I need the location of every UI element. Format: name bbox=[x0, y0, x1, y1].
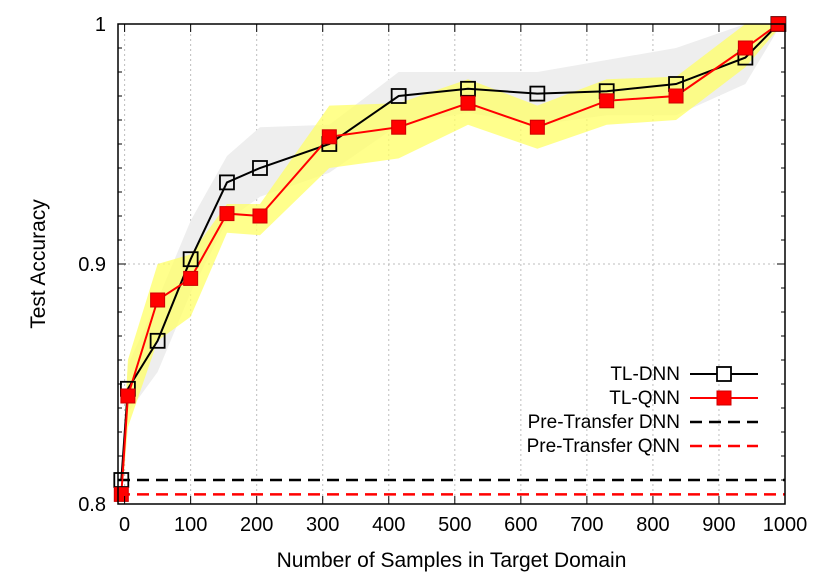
tick-labels: 0 100 200 300 400 500 600 700 800 900 1000 0.8 0.9 1 bbox=[78, 14, 807, 536]
point-tl-qnn bbox=[252, 208, 268, 224]
y-tick-label: 1 bbox=[95, 14, 106, 36]
y-tick-label: 0.8 bbox=[78, 494, 106, 516]
point-tl-qnn bbox=[737, 40, 753, 56]
legend-marker bbox=[716, 390, 732, 406]
point-tl-dnn bbox=[219, 174, 235, 191]
x-tick-label: 400 bbox=[372, 514, 405, 536]
axis-ticks bbox=[118, 23, 786, 505]
legend: TL-DNN TL-QNN Pre-Transfer DNN Pre-Transfer… bbox=[527, 364, 758, 457]
point-tl-qnn bbox=[391, 119, 407, 135]
point-tl-dnn bbox=[252, 160, 268, 176]
x-tick-label: 0 bbox=[119, 514, 130, 536]
point-tl-qnn bbox=[529, 119, 545, 135]
y-axis-label: Test Accuracy bbox=[27, 199, 50, 329]
legend-label: Pre-Transfer DNN bbox=[528, 412, 680, 433]
point-tl-qnn bbox=[460, 95, 476, 111]
point-tl-dnn bbox=[149, 332, 166, 349]
band-tl-qnn bbox=[121, 24, 779, 504]
point-tl-qnn bbox=[668, 88, 684, 104]
x-tick-label: 800 bbox=[636, 514, 669, 536]
point-tl-qnn bbox=[113, 486, 129, 502]
legend-label: TL-QNN bbox=[609, 388, 680, 409]
point-tl-qnn bbox=[183, 270, 199, 286]
x-tick-label: 600 bbox=[504, 514, 537, 536]
x-tick-label: 1000 bbox=[763, 514, 808, 536]
point-tl-dnn bbox=[182, 251, 199, 268]
confidence-bands bbox=[121, 24, 779, 504]
point-tl-qnn bbox=[150, 292, 166, 308]
reference-lines bbox=[118, 478, 785, 496]
point-tl-qnn bbox=[321, 129, 337, 145]
legend-marker bbox=[716, 366, 732, 382]
legend-label: Pre-Transfer QNN bbox=[527, 436, 680, 457]
band-tl-dnn bbox=[121, 24, 779, 490]
point-tl-dnn bbox=[390, 88, 407, 104]
series-markers bbox=[113, 16, 787, 502]
x-tick-label: 100 bbox=[174, 514, 207, 536]
y-tick-label: 0.9 bbox=[78, 254, 106, 276]
x-tick-label: 900 bbox=[702, 514, 735, 536]
point-tl-dnn bbox=[529, 85, 546, 102]
x-tick-label: 500 bbox=[438, 514, 471, 536]
point-tl-qnn bbox=[219, 206, 235, 222]
line-tl-dnn bbox=[120, 23, 780, 481]
x-tick-label: 200 bbox=[240, 514, 273, 536]
x-axis-label: Number of Samples in Target Domain bbox=[277, 549, 627, 572]
x-tick-label: 700 bbox=[570, 514, 603, 536]
legend-label: TL-DNN bbox=[610, 364, 680, 385]
point-tl-qnn bbox=[120, 388, 136, 404]
point-tl-qnn bbox=[599, 93, 615, 109]
x-tick-label: 300 bbox=[306, 514, 339, 536]
